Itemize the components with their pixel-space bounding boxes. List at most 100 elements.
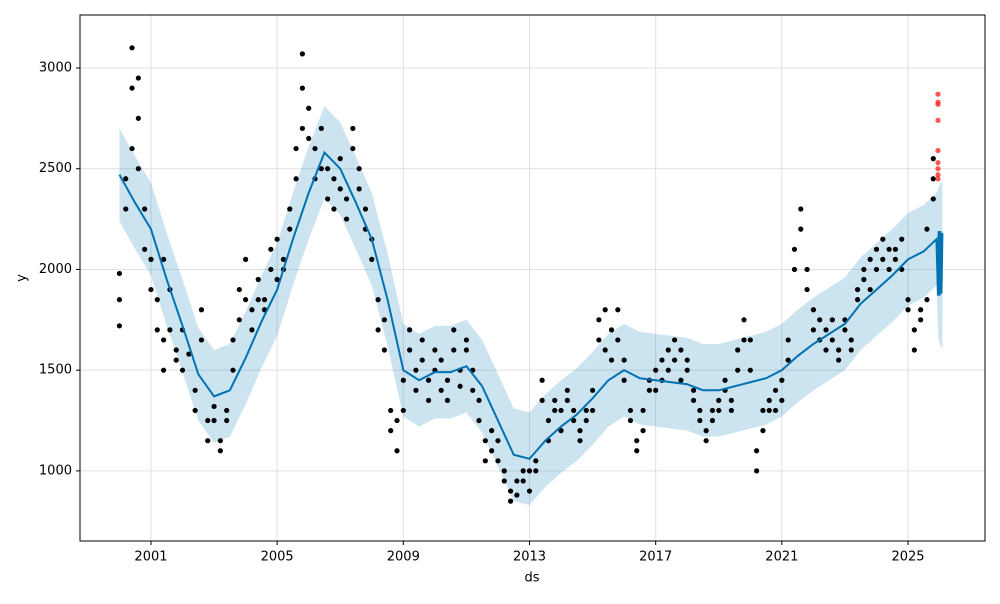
uncertainty-band (119, 106, 943, 506)
data-point (533, 468, 539, 474)
data-point (230, 337, 236, 343)
data-point (602, 347, 608, 353)
data-point (684, 357, 690, 363)
data-point (722, 377, 728, 383)
x-tick-label: 2009 (387, 550, 420, 565)
data-point (160, 256, 167, 262)
data-point (287, 226, 293, 232)
data-point (684, 367, 690, 373)
data-point (930, 156, 936, 162)
y-tick-label: 3000 (39, 60, 72, 75)
data-point (167, 327, 173, 333)
data-point (552, 407, 558, 414)
data-point (274, 236, 280, 242)
data-point (160, 337, 167, 343)
data-point (514, 478, 520, 484)
data-point (672, 337, 678, 343)
data-point (558, 407, 564, 414)
data-point (539, 397, 545, 403)
data-point (709, 407, 716, 414)
y-tick-label: 1000 (39, 463, 72, 478)
x-tick-label: 2021 (765, 550, 798, 565)
data-point (545, 417, 552, 424)
data-point (116, 270, 123, 277)
data-point (507, 488, 514, 494)
data-point (179, 367, 186, 373)
data-point (552, 397, 558, 403)
data-point (463, 347, 470, 353)
data-point (356, 186, 362, 192)
y-tick-label: 2000 (39, 262, 72, 277)
data-point (350, 125, 356, 132)
data-point (287, 206, 293, 212)
data-point (571, 417, 577, 424)
data-point (766, 397, 772, 403)
data-point (703, 428, 709, 434)
data-point (823, 347, 829, 353)
data-point (880, 256, 886, 262)
data-point (716, 397, 722, 403)
data-point (444, 397, 451, 403)
data-point (306, 105, 312, 111)
data-point (918, 307, 924, 313)
data-point (413, 367, 419, 373)
data-point (293, 176, 299, 182)
data-point (192, 407, 198, 414)
data-point (142, 206, 148, 212)
data-point (463, 337, 470, 343)
data-point (810, 327, 817, 333)
data-point (747, 367, 753, 373)
data-point (337, 186, 343, 192)
data-point (457, 383, 463, 389)
x-axis-label: ds (524, 571, 539, 586)
data-point (369, 256, 375, 262)
data-point (230, 367, 236, 373)
data-point (268, 246, 274, 252)
data-point (785, 337, 791, 343)
data-point (935, 101, 941, 107)
data-point (217, 448, 223, 454)
data-point (634, 438, 640, 444)
data-point (867, 286, 873, 293)
data-point (394, 448, 400, 454)
data-point (924, 226, 930, 232)
data-point (444, 377, 451, 383)
data-point (236, 317, 242, 323)
data-point (804, 266, 810, 273)
data-point (243, 297, 249, 303)
data-point (659, 357, 665, 363)
data-point (135, 166, 141, 172)
data-point (810, 307, 817, 313)
data-point (653, 367, 659, 373)
data-point (520, 468, 526, 474)
data-point (249, 307, 255, 313)
data-point (293, 145, 299, 152)
data-point (861, 276, 867, 283)
data-point (829, 337, 835, 343)
data-point (388, 428, 394, 434)
x-tick-label: 2017 (639, 550, 672, 565)
data-point (804, 286, 810, 293)
data-point (438, 387, 444, 393)
data-point (514, 492, 520, 498)
data-point (331, 176, 337, 182)
data-point (533, 458, 539, 464)
data-point (318, 125, 324, 132)
data-point (451, 347, 457, 353)
data-point (678, 347, 684, 353)
data-point (564, 387, 570, 393)
data-point (615, 337, 621, 343)
data-point (911, 347, 917, 353)
data-point (438, 357, 444, 363)
data-point (274, 276, 280, 283)
data-point (564, 397, 570, 403)
data-point (299, 125, 305, 132)
x-tick-label: 2025 (891, 550, 924, 565)
data-point (665, 367, 671, 373)
data-point (381, 347, 388, 353)
data-point (148, 256, 154, 262)
data-point (772, 387, 779, 393)
data-point (148, 286, 154, 293)
data-point (451, 327, 457, 333)
data-point (930, 196, 936, 202)
